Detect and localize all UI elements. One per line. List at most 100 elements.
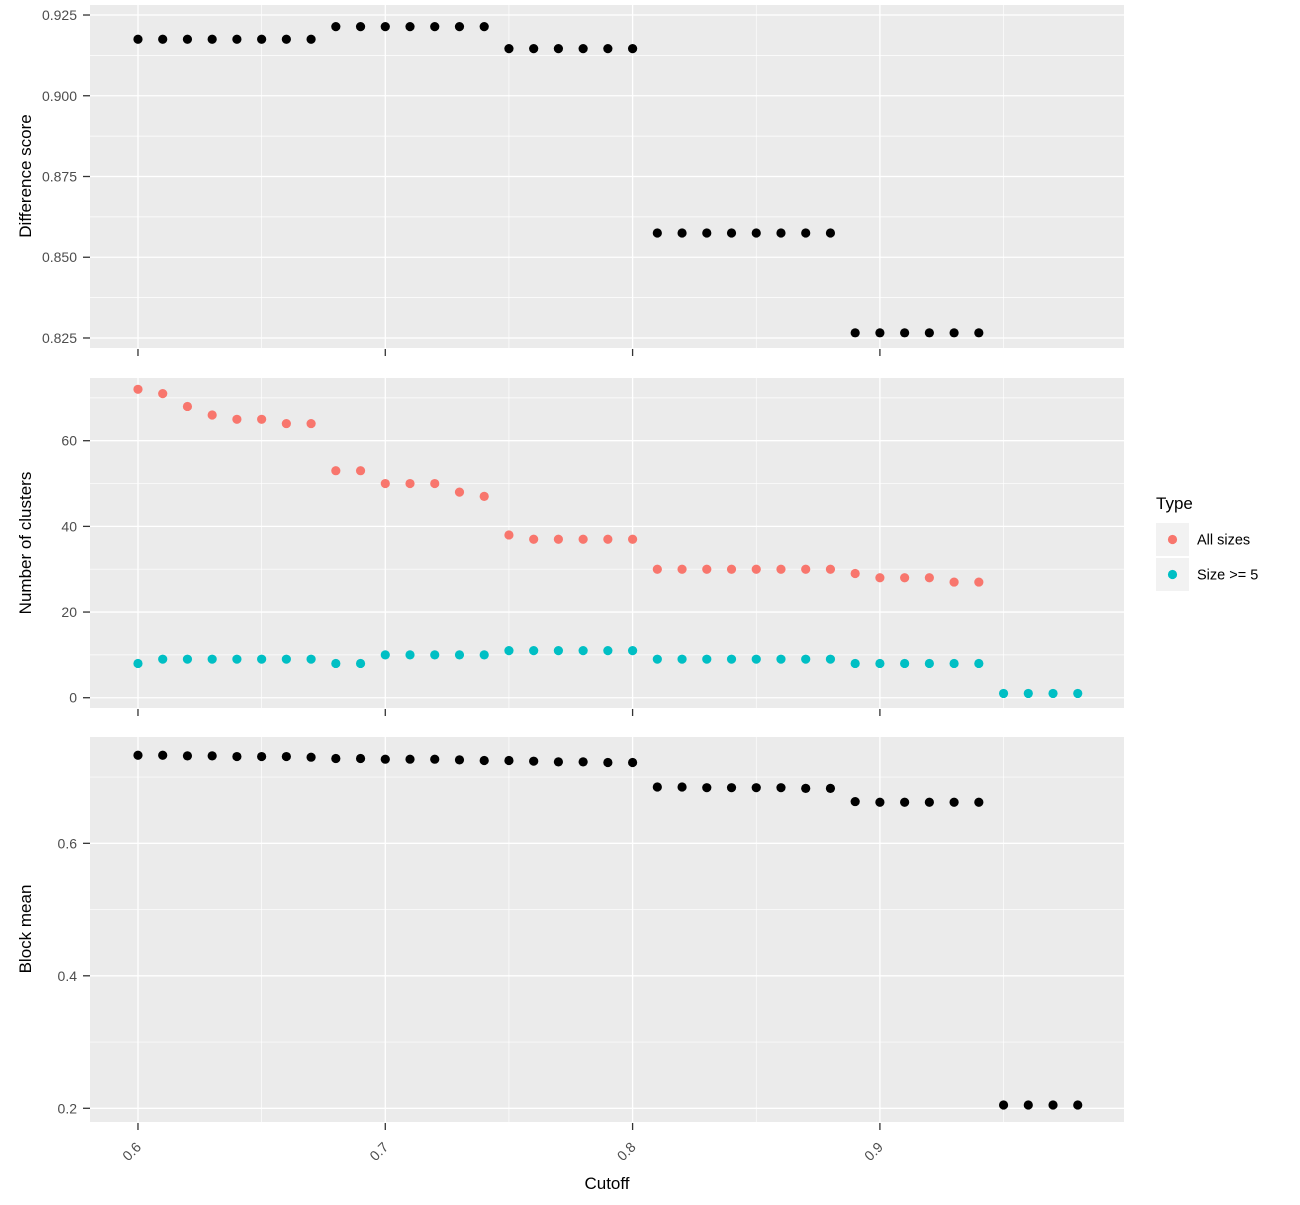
data-point — [949, 577, 959, 587]
data-point — [355, 753, 366, 764]
legend-dot-all-sizes-icon — [1167, 534, 1178, 545]
data-point — [603, 44, 613, 54]
data-point — [924, 573, 934, 583]
legend-label-all-sizes: All sizes — [1197, 533, 1250, 549]
data-point — [207, 34, 217, 44]
data-point — [726, 228, 737, 238]
data-point — [702, 564, 712, 574]
data-point — [133, 34, 143, 44]
data-point — [652, 654, 662, 664]
data-point — [578, 757, 588, 767]
data-point — [430, 478, 440, 489]
data-point — [776, 228, 786, 238]
legend: Type All sizes Size >= 5 — [1156, 494, 1258, 591]
data-point — [702, 654, 712, 664]
data-point — [232, 34, 242, 44]
data-point — [924, 797, 934, 807]
data-point — [380, 754, 390, 764]
data-point — [627, 534, 638, 544]
data-point — [158, 750, 168, 760]
data-point — [281, 654, 291, 664]
data-point — [801, 564, 811, 574]
data-point — [702, 783, 712, 793]
data-point — [380, 22, 390, 32]
data-point — [652, 564, 662, 574]
data-point — [900, 658, 910, 669]
y-tick-label: 0.4 — [58, 968, 78, 984]
data-point — [603, 757, 613, 768]
data-point — [850, 568, 860, 579]
data-point — [726, 564, 737, 574]
data-point — [232, 414, 242, 424]
data-point — [306, 654, 316, 664]
data-point — [454, 755, 465, 765]
data-point — [405, 478, 415, 489]
data-point — [726, 783, 737, 793]
data-point — [850, 328, 860, 338]
x-tick-label: 0.6 — [119, 1139, 144, 1164]
data-point — [578, 534, 588, 544]
data-point — [603, 534, 613, 544]
data-point — [529, 646, 539, 656]
data-point — [281, 34, 291, 44]
data-point — [257, 414, 267, 424]
data-point — [1073, 1100, 1083, 1110]
data-point — [479, 755, 489, 766]
data-point — [850, 658, 860, 669]
data-point — [430, 650, 440, 660]
data-point — [875, 797, 885, 807]
data-point — [1023, 688, 1033, 699]
data-point — [479, 491, 489, 501]
data-point — [207, 654, 217, 664]
data-point — [281, 418, 291, 429]
data-point — [133, 750, 143, 760]
data-point — [553, 646, 564, 656]
data-point — [454, 487, 465, 497]
data-point — [900, 328, 910, 338]
data-point — [900, 573, 910, 583]
data-point — [751, 654, 761, 664]
data-point — [578, 646, 588, 656]
legend-title: Type — [1156, 494, 1193, 513]
x-tick-label: 0.8 — [614, 1139, 639, 1164]
data-point — [900, 797, 910, 807]
data-point — [182, 751, 193, 761]
y-tick-label: 0.2 — [58, 1100, 78, 1116]
data-point — [801, 228, 811, 238]
data-point — [331, 466, 341, 476]
data-point — [430, 22, 440, 32]
data-point — [133, 658, 143, 669]
x-axis-title: Cutoff — [584, 1174, 629, 1193]
data-point — [627, 646, 638, 656]
x-tick-label: 0.9 — [861, 1139, 886, 1164]
data-point — [479, 22, 489, 32]
data-point — [504, 530, 514, 540]
data-point — [825, 564, 836, 574]
data-point — [875, 328, 885, 338]
data-point — [1048, 1100, 1058, 1110]
y-axis-title-difference-score: Difference score — [16, 114, 35, 237]
y-tick-label: 20 — [61, 604, 77, 620]
data-point — [875, 573, 885, 583]
data-point — [776, 564, 786, 574]
data-point — [133, 384, 143, 394]
data-point — [801, 654, 811, 664]
panel-1: 60 40 20 0 — [61, 378, 1124, 716]
data-point — [949, 328, 959, 338]
y-tick-label: 60 — [61, 433, 77, 449]
data-point — [677, 564, 687, 574]
data-point — [677, 782, 687, 792]
data-point — [553, 757, 564, 767]
y-tick-label: 0.875 — [42, 169, 77, 185]
data-point — [479, 650, 489, 660]
data-point — [158, 388, 168, 399]
data-point — [776, 783, 786, 793]
data-point — [454, 22, 465, 32]
data-point — [405, 650, 415, 660]
series-all-sizes — [133, 384, 984, 587]
data-point — [751, 228, 761, 238]
data-point — [405, 22, 415, 32]
data-point — [1048, 688, 1058, 699]
data-point — [998, 1100, 1009, 1110]
